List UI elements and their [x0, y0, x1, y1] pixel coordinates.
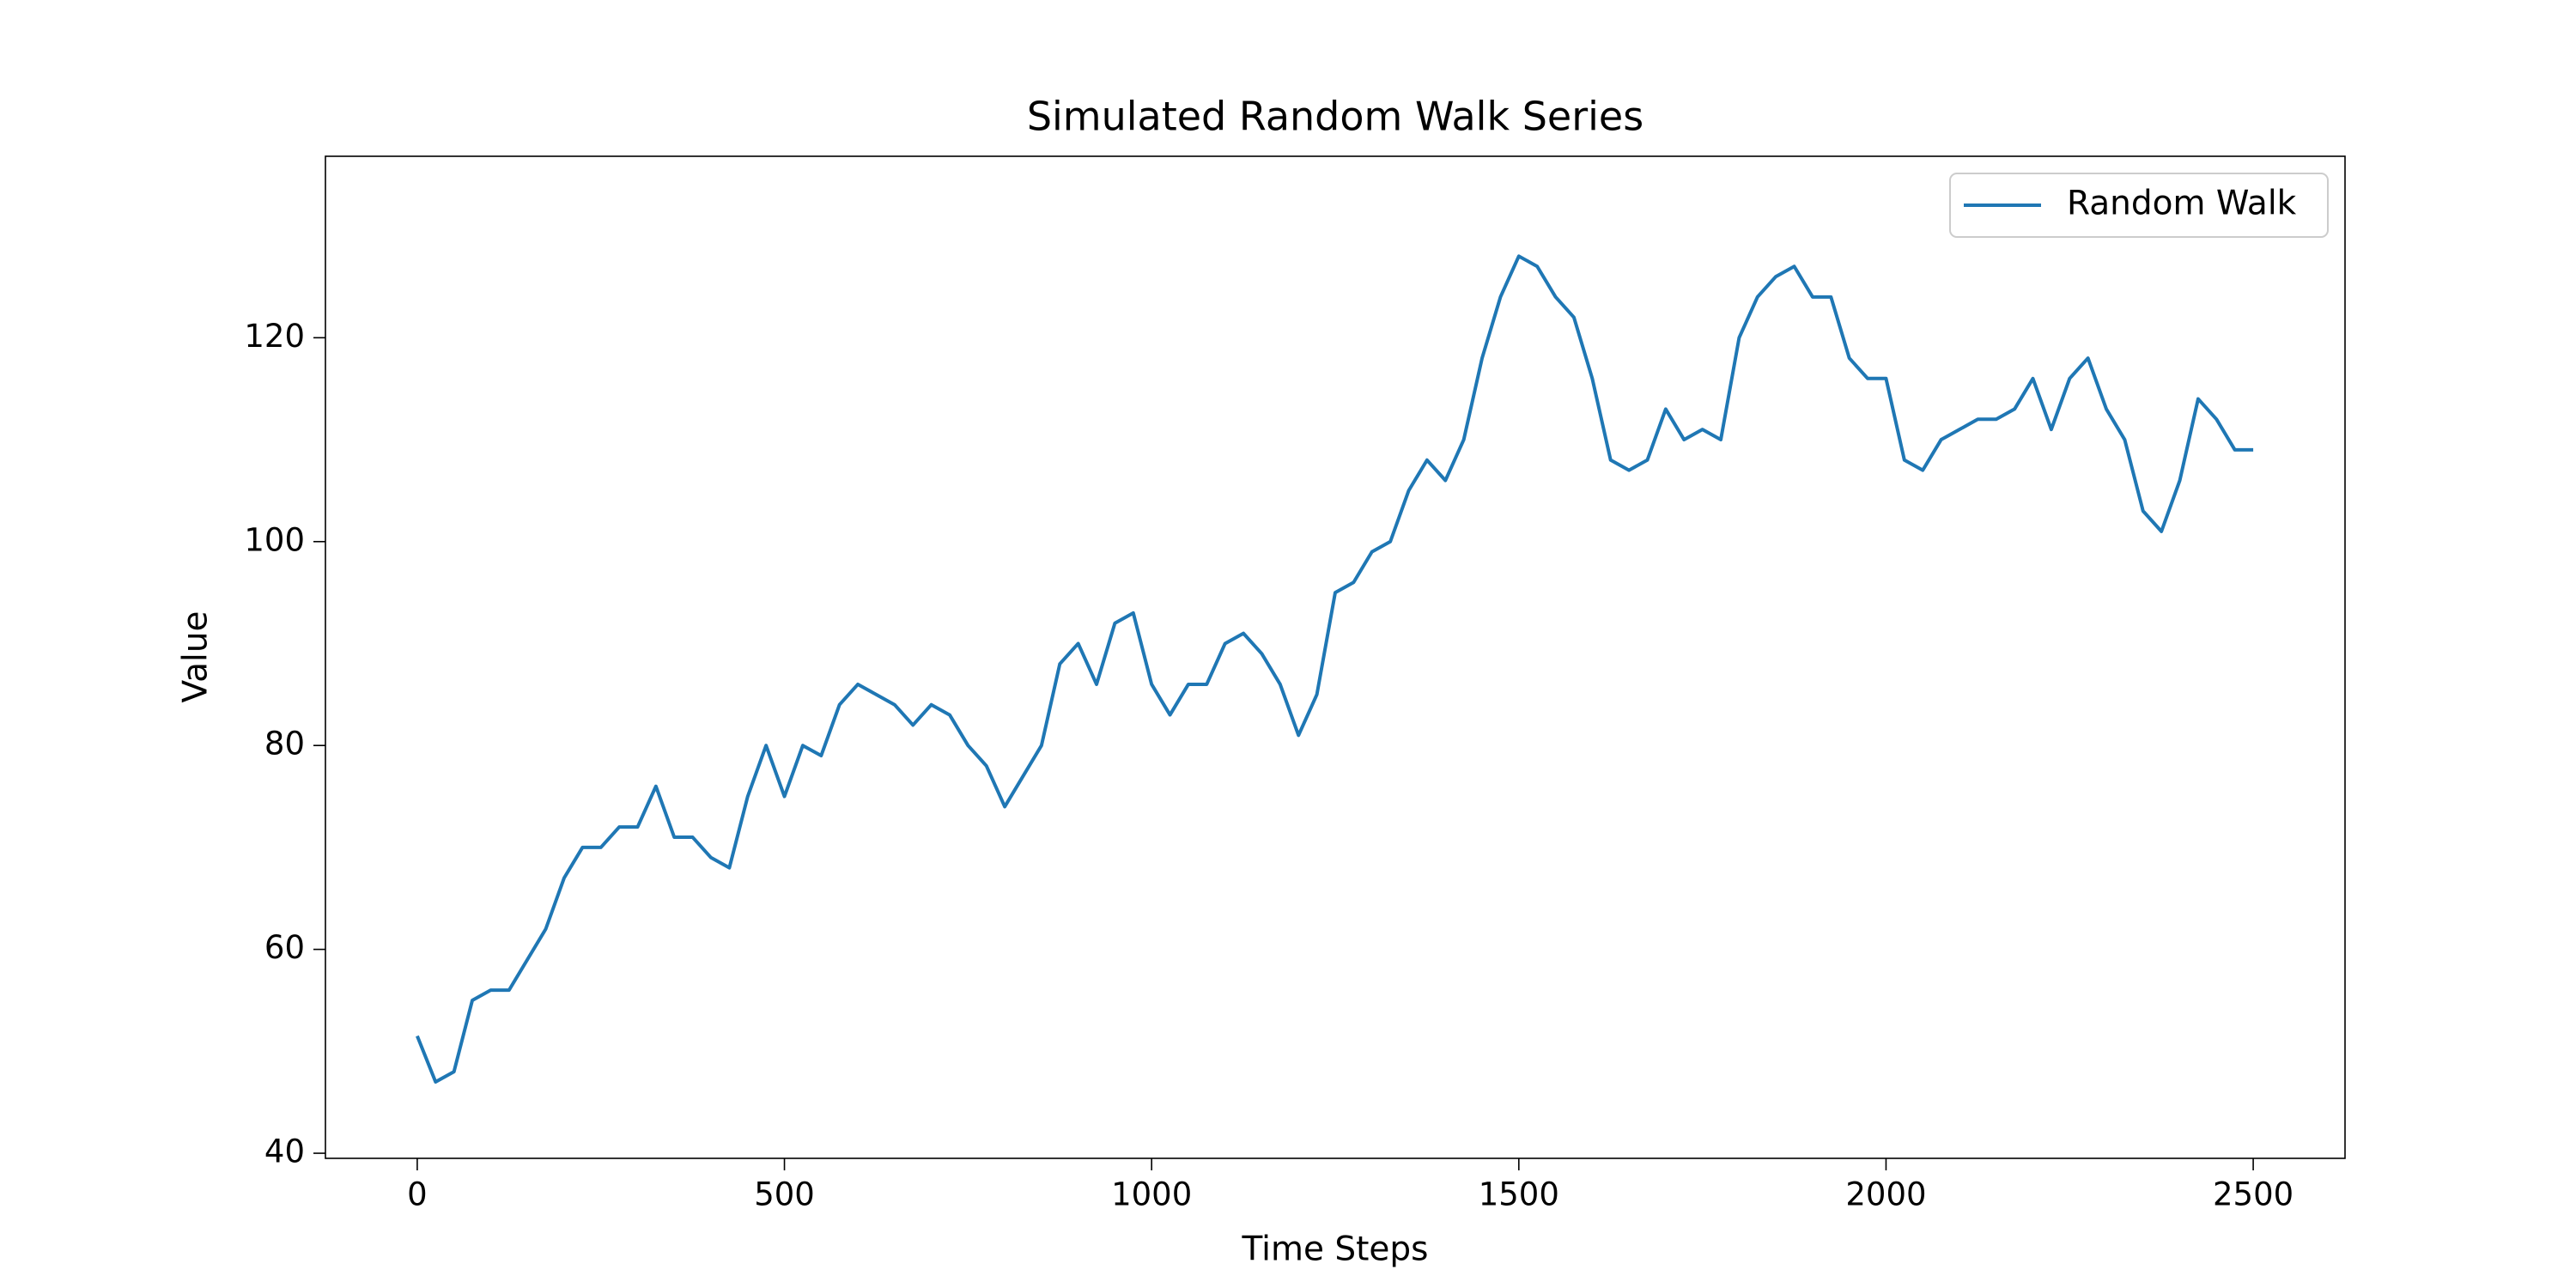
x-tick-label: 2500	[2213, 1176, 2293, 1213]
x-tick-label: 2000	[1845, 1176, 1926, 1213]
x-tick-label: 1000	[1111, 1176, 1192, 1213]
y-tick-label: 40	[264, 1133, 305, 1170]
legend-box	[1949, 173, 2329, 238]
y-tick-label: 60	[264, 929, 305, 966]
legend-label: Random Walk	[2067, 185, 2297, 223]
y-tick-label: 120	[244, 318, 305, 355]
x-axis-label: Time Steps	[1242, 1230, 1429, 1269]
x-tick-label: 500	[754, 1176, 815, 1213]
y-tick-label: 100	[244, 521, 305, 558]
y-tick-label: 80	[264, 726, 305, 762]
x-tick-label: 1500	[1479, 1176, 1559, 1213]
plot-frame	[325, 155, 2346, 1159]
line-series	[416, 254, 2254, 1084]
x-tick-label: 0	[407, 1176, 428, 1213]
y-axis-label: Value	[177, 611, 216, 702]
chart-title: Simulated Random Walk Series	[1027, 94, 1643, 140]
